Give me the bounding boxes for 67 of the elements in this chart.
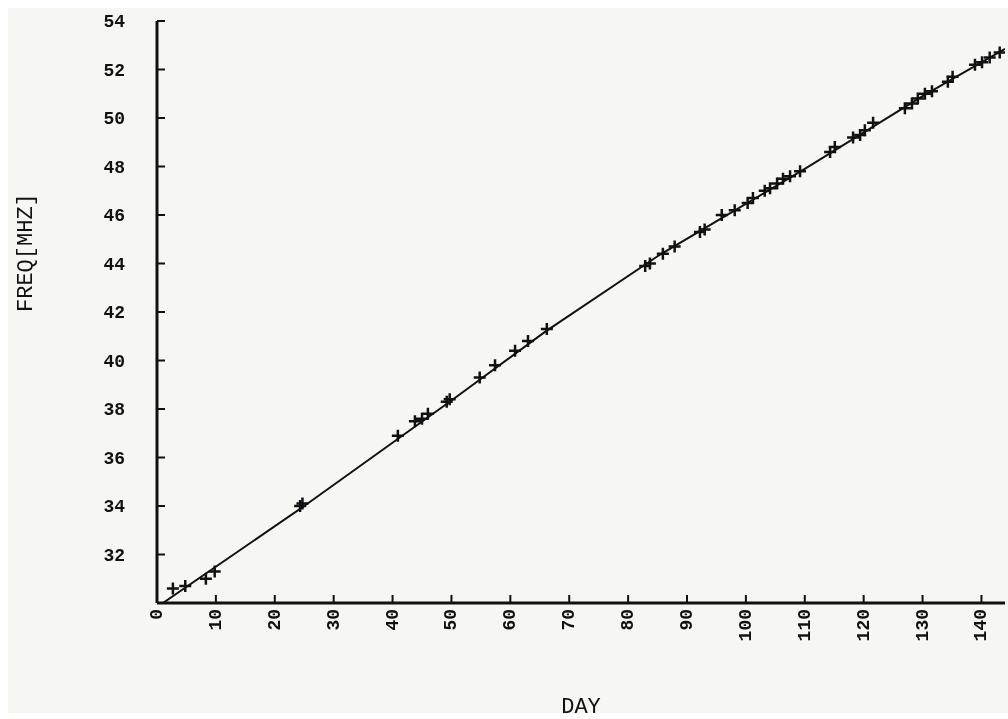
point: [904, 96, 920, 111]
x-tick-label: 50: [441, 609, 462, 631]
x-tick-label: 80: [618, 609, 639, 631]
y-tick-label: 40: [103, 351, 125, 372]
point: [782, 168, 798, 184]
point: [207, 564, 222, 579]
point: [792, 164, 808, 179]
x-tick-label: 140: [971, 609, 992, 642]
point: [655, 246, 671, 262]
point: [667, 239, 682, 254]
x-tick-label: 70: [559, 609, 580, 631]
y-tick-label: 54: [103, 12, 126, 33]
point: [390, 428, 406, 443]
point: [740, 195, 755, 211]
point: [924, 84, 940, 99]
point: [165, 581, 181, 596]
point: [714, 207, 729, 223]
y-tick-label: 44: [103, 254, 126, 275]
x-tick-label: 60: [500, 609, 521, 631]
y-tick-label: 34: [103, 497, 126, 518]
point: [982, 50, 997, 65]
x-tick-label: 40: [382, 609, 403, 631]
point: [727, 202, 742, 218]
point: [857, 122, 873, 138]
point: [407, 413, 423, 429]
point: [539, 321, 555, 337]
point: [420, 406, 436, 422]
point: [198, 571, 214, 586]
point: [845, 130, 861, 145]
y-tick-label: 46: [103, 206, 125, 227]
point: [642, 256, 658, 271]
point: [865, 115, 881, 131]
point: [897, 101, 913, 116]
x-axis-title: DAY: [561, 695, 601, 719]
x-tick-label: 100: [735, 609, 756, 642]
point: [697, 222, 712, 237]
x-tick-label: 20: [264, 609, 285, 631]
point: [769, 176, 785, 191]
point: [520, 333, 536, 349]
y-tick-label: 38: [103, 400, 125, 421]
x-tick-label: 10: [205, 609, 226, 631]
x-tick-label: 110: [794, 609, 815, 642]
point: [507, 343, 523, 359]
y-tick-label: 36: [103, 448, 125, 469]
point: [945, 69, 960, 85]
y-tick-label: 52: [103, 60, 125, 81]
y-tick-label: 32: [103, 545, 125, 566]
x-tick-label: 30: [323, 609, 344, 631]
y-tick-label: 42: [103, 303, 125, 324]
point: [917, 86, 933, 101]
y-axis-title: FREQ[MHZ]: [13, 193, 39, 312]
point: [974, 54, 990, 70]
x-tick-label: 90: [677, 609, 697, 631]
y-tick-label: 50: [103, 109, 125, 130]
point: [414, 411, 430, 426]
point: [775, 171, 791, 186]
x-tick-label: 0: [147, 609, 167, 620]
point: [178, 578, 193, 594]
y-tick-label: 48: [103, 157, 125, 178]
point: [472, 370, 487, 385]
point: [745, 190, 761, 206]
x-tick-label: 130: [912, 609, 933, 642]
x-tick-label: 120: [853, 609, 874, 642]
point: [487, 358, 503, 373]
point: [967, 57, 983, 72]
point: [827, 139, 843, 155]
point: [910, 91, 926, 106]
